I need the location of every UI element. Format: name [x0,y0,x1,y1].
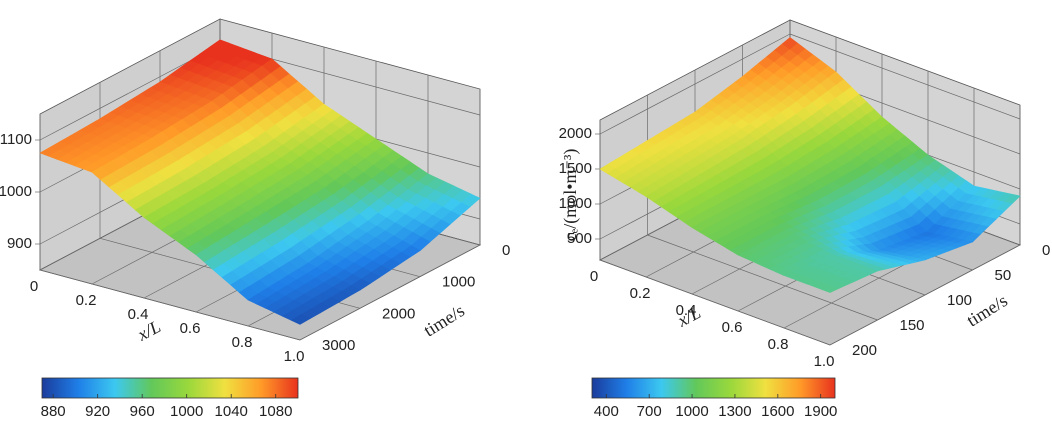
colorbar-tick-label: 920 [85,403,110,420]
time-tick-label: 50 [995,267,1012,284]
x-tick-label: 0 [30,278,38,295]
colorbar [41,377,299,399]
time-tick-label: 200 [852,342,877,359]
x-tick-label: 0.4 [676,302,697,319]
x-tick-label: 0.2 [630,285,651,302]
surface-patch [151,100,265,184]
colorbar-tick-label: 1040 [215,403,248,420]
colorbar-tick-label: 1000 [170,403,203,420]
surface-patch [599,140,695,197]
grid-line [599,259,831,346]
surface-patch [880,154,975,233]
x-tick-label: 1.0 [814,353,835,370]
colorbar-tick-label: 1300 [718,403,751,420]
surface-patch [143,182,257,256]
surface-patch [247,262,361,325]
surface-patch [788,71,883,150]
colorbar-tick-label: 880 [41,403,66,420]
colorbar-tick-label: 700 [637,403,662,420]
surface-patch [203,145,317,219]
x-tick-label: 0.8 [768,336,789,353]
z-axis-label: cₑ/(mol•m⁻³) [560,149,581,242]
x-tick-label: 0.6 [180,320,201,337]
z-tick-label: 500 [567,230,592,247]
x-tick-label: 0.6 [722,319,743,336]
time-tick-label: 3000 [322,337,355,354]
colorbar-tick-label: 960 [130,403,155,420]
x-tick-label: 1.0 [284,348,305,365]
z-tick-label: 1000 [0,183,32,200]
surface-patch [91,137,205,218]
x-tick-label: 0.4 [128,306,149,323]
grid-line [789,33,1021,120]
time-tick-label: 150 [900,317,925,334]
x-tick-label: 0.2 [76,292,97,309]
surface-patch [738,177,834,231]
surface-patch [832,186,928,251]
time-axis-label: time/s [420,300,468,340]
colorbar-tick-label: 1600 [761,403,794,420]
z-tick-label: 1000 [559,195,592,212]
surface-patch [925,185,1021,243]
surface-patch [39,118,153,173]
surface-patch [307,220,421,291]
colorbar [591,377,836,399]
surface-patch [195,217,309,301]
surface-patch [315,138,429,222]
grid-line [647,234,878,321]
time-tick-label: 0 [1042,242,1050,259]
grid-line [39,269,301,341]
surface [599,37,1021,293]
surface-patch [877,231,974,261]
z-tick-label: 1100 [0,131,32,148]
surface-patch [831,249,926,272]
x-tick-label: 0.8 [232,334,253,351]
surface-patch [833,116,929,188]
surface-patch [737,229,833,276]
surface-patch [367,173,481,252]
z-tick-label: 900 [7,235,32,252]
surface-patch [783,253,879,293]
colorbar-tick-label: 1900 [804,403,837,420]
z-tick-label: 1500 [559,160,592,177]
grid-line [299,244,481,341]
surface-patch [263,103,377,182]
time-tick-label: 100 [947,292,972,309]
surface-patch [784,211,880,255]
surface-patch [646,111,742,169]
z-tick-label: 2000 [559,125,592,142]
colorbar-tick-label: 1080 [259,403,292,420]
x-tick-label: 0 [590,268,598,285]
surface-patch [740,107,836,178]
time-tick-label: 0 [502,242,510,259]
surface-patch [99,81,213,139]
surface [39,39,481,325]
surface-patch [741,37,837,108]
time-tick-label: 1000 [442,274,475,291]
time-tick-label: 2000 [382,305,415,322]
surface-patch [692,139,788,203]
surface-patch [159,39,273,102]
colorbar-tick-label: 400 [594,403,619,420]
colorbar-tick-label: 1000 [675,403,708,420]
